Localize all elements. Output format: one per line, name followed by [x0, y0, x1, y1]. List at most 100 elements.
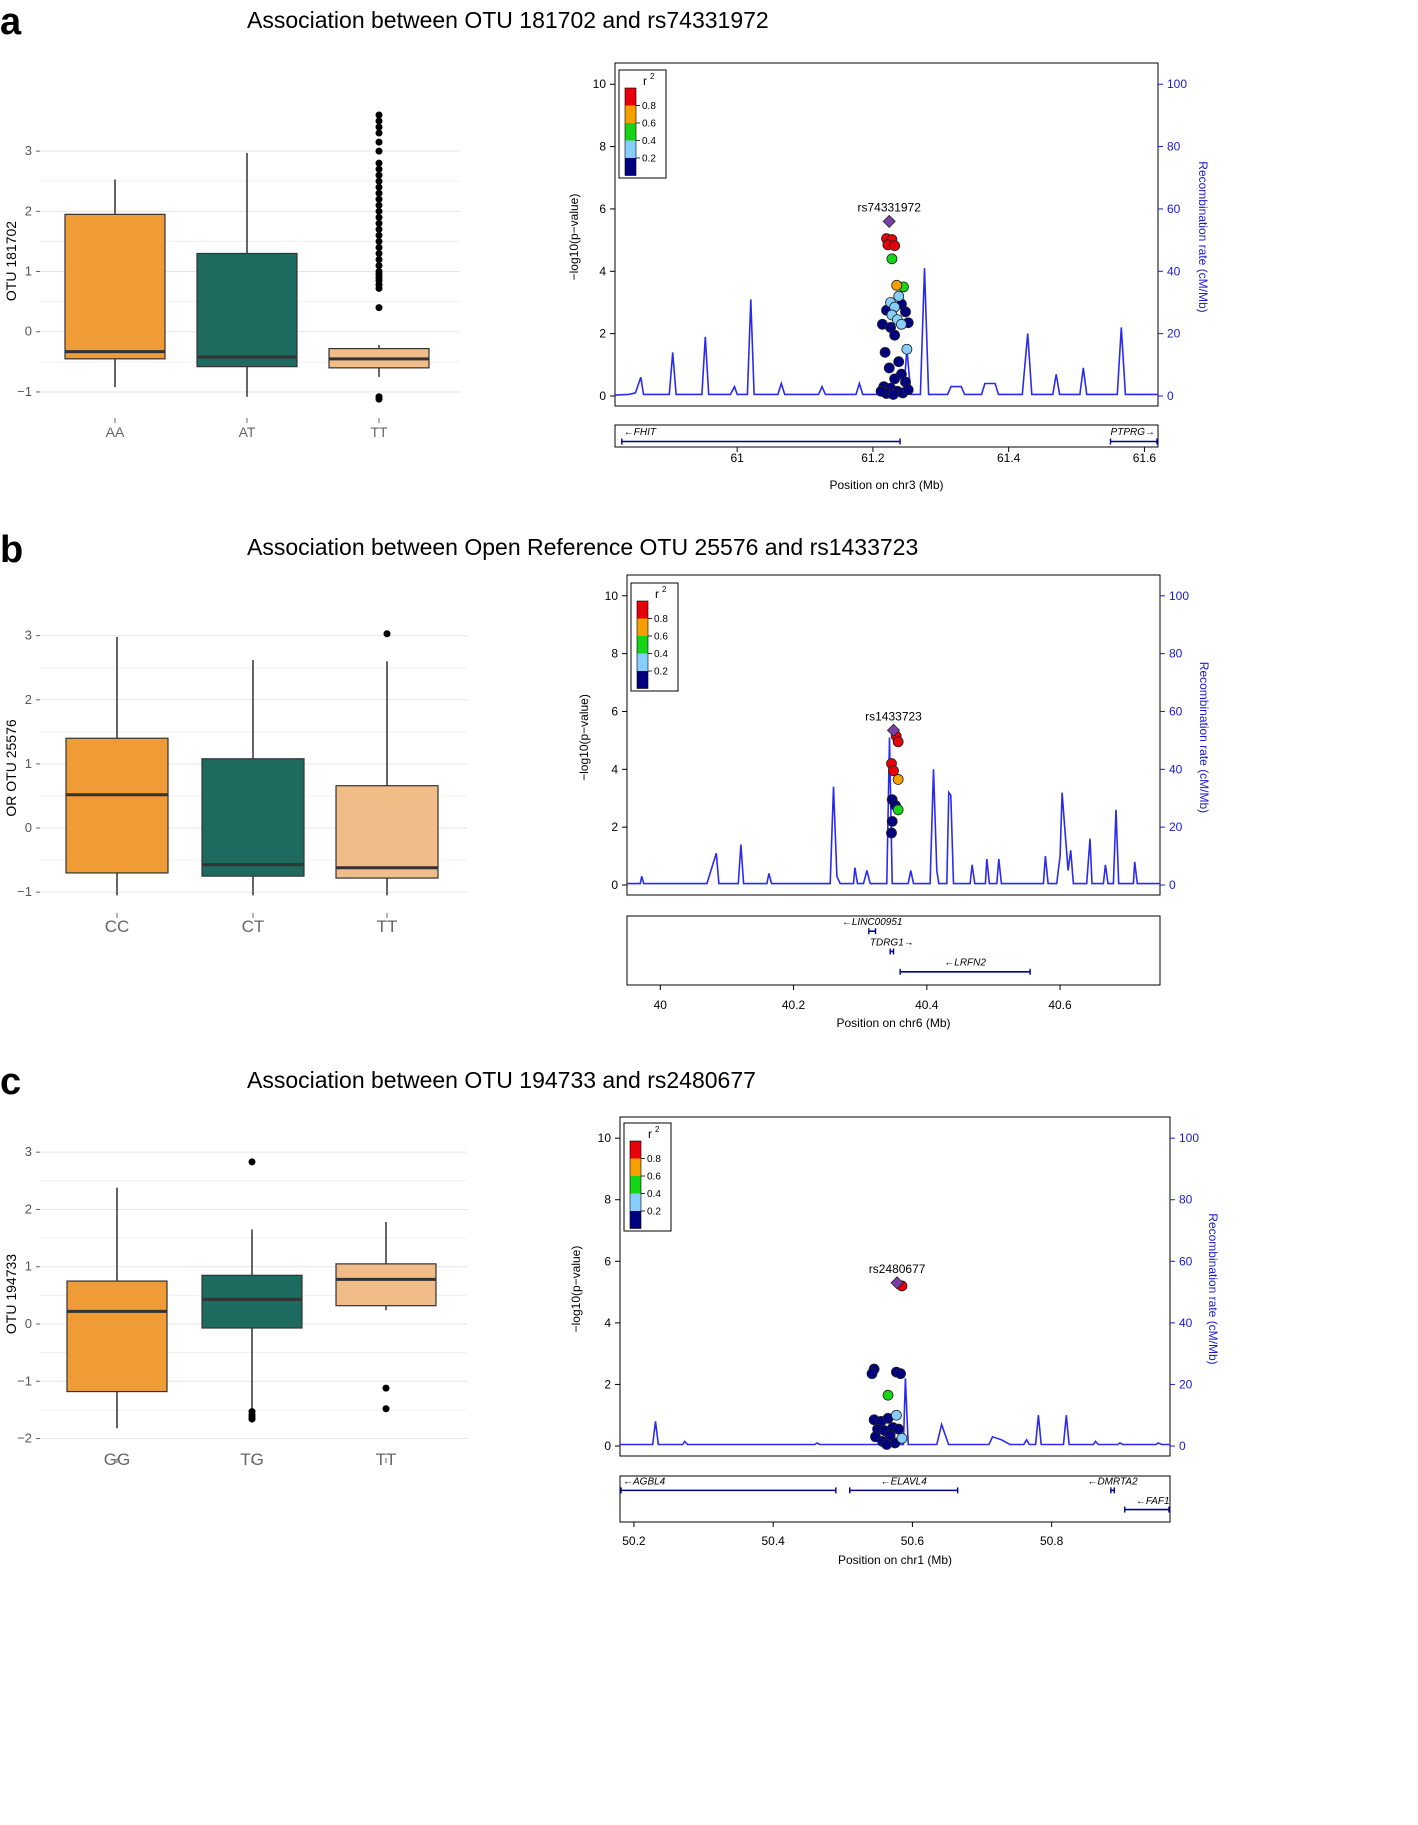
panel-a: a Association between OTU 181702 and rs7…	[0, 1, 1210, 492]
locus-xtick-label: 50.4	[761, 1534, 785, 1548]
legend-swatch	[630, 1176, 641, 1194]
box-ytick-label: 2	[25, 1201, 32, 1216]
box-tg	[201, 1274, 303, 1329]
legend-title: r	[648, 1127, 652, 1141]
locus-ytick-label: 6	[599, 202, 606, 216]
legend-label: 0.6	[647, 1172, 661, 1183]
locus-ylabel: −log10(p−value)	[577, 694, 591, 781]
snp-point	[893, 1423, 904, 1435]
box-aa	[64, 213, 166, 360]
box-outlier	[375, 165, 383, 173]
snp-point	[895, 1368, 906, 1380]
locus-ylabel: −log10(p−value)	[567, 194, 581, 281]
locus-xtick-label: 61	[730, 451, 744, 465]
legend-label: 0.2	[654, 667, 668, 678]
locus-y2tick-label: 60	[1179, 1254, 1193, 1268]
snp-point	[889, 329, 901, 341]
gene-track-frame	[626, 915, 1161, 986]
box-ct	[201, 758, 305, 877]
box-outlier	[375, 225, 383, 233]
panel-a-boxplot: 3 2 1 0 −1 OTU 181702 AA AT TT	[3, 111, 460, 440]
locus-frame	[619, 1116, 1171, 1457]
legend-label: 0.2	[642, 154, 656, 165]
lead-snp-label: rs2480677	[869, 1262, 926, 1276]
box-xtick-label: AA	[106, 424, 125, 440]
legend-swatch	[625, 123, 636, 141]
panel-c-locuszoom: 0 2 4 6 8 10 −log10(p−value) 0 20 40 60 80 100 Recomb…	[569, 1116, 1220, 1567]
box-ylabel: OTU 194733	[3, 1254, 19, 1334]
legend-label: 0.4	[642, 136, 656, 147]
locus-y2label: Recombination rate (cM/Mb)	[1206, 1213, 1220, 1364]
panel-a-locuszoom: 0 2 4 6 8 10 −log10(p−value) 0 20 40 60 80 100 Recomb…	[567, 62, 1210, 492]
box-xtick-label: GG	[104, 1450, 130, 1469]
snp-point	[875, 385, 887, 397]
box-ytick-label: 0	[25, 324, 32, 339]
locus-ytick-label: 0	[604, 1439, 611, 1453]
legend-swatch	[637, 636, 648, 654]
locus-ytick-label: 4	[611, 762, 618, 776]
box-outlier	[375, 268, 383, 276]
box-outlier	[375, 243, 383, 251]
legend-swatch	[637, 601, 648, 619]
snp-point	[893, 290, 905, 302]
box-ytick-label: −1	[17, 884, 32, 899]
locus-y2label: Recombination rate (cM/Mb)	[1196, 161, 1210, 312]
r2-legend: r 2 0.8 0.6 0.4 0.2	[618, 69, 667, 179]
box-ytick-label: 3	[25, 1144, 32, 1159]
box-outlier	[382, 1405, 390, 1413]
box-xtick-label: AT	[239, 424, 256, 440]
box-ytick-label: −2	[17, 1431, 32, 1446]
locus-ytick-label: 10	[598, 1131, 612, 1145]
r2-legend: r 2 0.8 0.6 0.4 0.2	[630, 582, 679, 692]
box-outlier	[375, 117, 383, 125]
box-ylabel: OR OTU 25576	[3, 719, 19, 816]
box-at	[196, 252, 298, 368]
box-outlier	[375, 231, 383, 239]
recombination-rate-line	[627, 737, 1160, 885]
locus-y2tick-label: 80	[1169, 647, 1183, 661]
panel-c-title: Association between OTU 194733 and rs248…	[247, 1067, 756, 1093]
locus-y2tick-label: 20	[1167, 327, 1181, 341]
locus-frame	[614, 62, 1159, 407]
locus-y2tick-label: 60	[1169, 704, 1183, 718]
legend-title-sup: 2	[662, 585, 667, 594]
locus-xtick-label: 40.6	[1048, 998, 1072, 1012]
box-tt	[335, 785, 439, 879]
legend-swatch	[630, 1141, 641, 1159]
lead-snp-marker	[890, 1276, 904, 1290]
locus-y2tick-label: 40	[1167, 264, 1181, 278]
legend-label: 0.8	[642, 101, 656, 112]
snp-point	[882, 1389, 894, 1401]
box-ytick-label: −1	[17, 1373, 32, 1388]
snp-point	[892, 774, 904, 785]
box-gg	[66, 1280, 168, 1393]
locus-y2tick-label: 100	[1167, 77, 1187, 91]
locus-ytick-label: 8	[611, 647, 618, 661]
box-xtick-label: CT	[242, 917, 265, 936]
locus-y2tick-label: 100	[1179, 1131, 1199, 1145]
snp-point	[900, 306, 911, 318]
legend-swatch-frame	[624, 87, 637, 176]
snp-point	[887, 389, 899, 400]
box-outlier	[375, 304, 383, 312]
box-ytick-label: 1	[25, 1259, 32, 1274]
locus-ytick-label: 0	[611, 878, 618, 892]
snp-point	[896, 1432, 908, 1444]
box-outlier	[375, 262, 383, 270]
box-outlier	[375, 213, 383, 221]
gene-track-frame	[614, 424, 1159, 448]
legend-swatch	[637, 653, 648, 671]
legend-label: 0.6	[642, 119, 656, 130]
legend-swatch	[637, 671, 648, 689]
box-xtick-label: TT	[370, 424, 388, 440]
box-outlier	[383, 630, 391, 638]
box-outlier	[375, 177, 383, 185]
locus-ytick-label: 8	[599, 140, 606, 154]
legend-swatch	[625, 88, 636, 106]
legend-swatch	[625, 140, 636, 158]
locus-xtick-label: 61.2	[861, 451, 885, 465]
legend-swatch-frame	[629, 1140, 642, 1229]
locus-y2tick-label: 80	[1179, 1193, 1193, 1207]
r2-legend: r 2 0.8 0.6 0.4 0.2	[623, 1122, 672, 1232]
